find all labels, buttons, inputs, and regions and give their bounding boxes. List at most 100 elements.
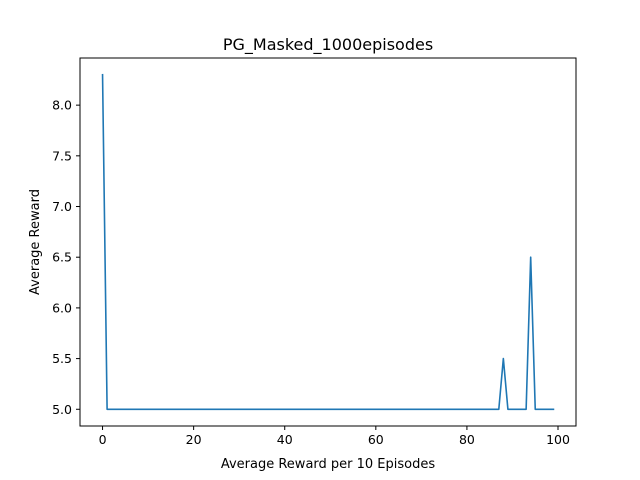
data-point	[430, 408, 432, 410]
data-point	[202, 408, 204, 410]
data-point	[320, 408, 322, 410]
data-point	[243, 408, 245, 410]
x-tick-label: 20	[186, 432, 202, 447]
data-point	[311, 408, 313, 410]
data-point	[498, 408, 500, 410]
data-point	[307, 408, 309, 410]
data-point	[366, 408, 368, 410]
y-tick-label: 6.0	[52, 300, 72, 315]
data-point	[380, 408, 382, 410]
data-point	[357, 408, 359, 410]
data-point	[421, 408, 423, 410]
data-point	[134, 408, 136, 410]
data-point	[484, 408, 486, 410]
data-point	[188, 408, 190, 410]
x-tick-label: 80	[459, 432, 475, 447]
x-axis-label: Average Reward per 10 Episodes	[221, 457, 436, 472]
data-point	[553, 408, 555, 410]
data-point	[539, 408, 541, 410]
data-point	[425, 408, 427, 410]
data-point	[152, 408, 154, 410]
data-point	[275, 408, 277, 410]
data-point	[261, 408, 263, 410]
data-point	[457, 408, 459, 410]
data-point	[125, 408, 127, 410]
data-point	[534, 408, 536, 410]
data-point	[225, 408, 227, 410]
data-point	[138, 408, 140, 410]
data-point	[443, 408, 445, 410]
y-axis-label: Average Reward	[28, 189, 43, 295]
data-point	[471, 408, 473, 410]
data-point	[279, 408, 281, 410]
data-point	[507, 408, 509, 410]
data-point	[284, 408, 286, 410]
data-point	[166, 408, 168, 410]
data-point	[147, 408, 149, 410]
data-point	[316, 408, 318, 410]
data-point	[334, 408, 336, 410]
data-point	[361, 408, 363, 410]
data-point	[115, 408, 117, 410]
data-point	[393, 408, 395, 410]
data-point	[416, 408, 418, 410]
data-point	[493, 408, 495, 410]
data-point	[339, 408, 341, 410]
data-point	[512, 408, 514, 410]
x-tick-label: 0	[99, 432, 107, 447]
data-point	[462, 408, 464, 410]
data-point	[525, 408, 527, 410]
data-point	[175, 408, 177, 410]
data-point	[170, 408, 172, 410]
data-point	[325, 408, 327, 410]
data-point	[207, 408, 209, 410]
data-point	[193, 408, 195, 410]
data-point	[238, 408, 240, 410]
data-point	[298, 408, 300, 410]
data-point	[197, 408, 199, 410]
y-tick-label: 7.0	[52, 199, 72, 214]
data-point	[143, 408, 145, 410]
data-point	[247, 408, 249, 410]
data-point	[439, 408, 441, 410]
data-point	[111, 408, 113, 410]
y-tick-label: 5.5	[52, 351, 72, 366]
data-point	[434, 408, 436, 410]
data-point	[211, 408, 213, 410]
data-point	[257, 408, 259, 410]
data-point	[448, 408, 450, 410]
data-point	[343, 408, 345, 410]
x-tick-label: 40	[277, 432, 293, 447]
data-point	[270, 408, 272, 410]
data-point	[480, 408, 482, 410]
y-tick-label: 7.5	[52, 148, 72, 163]
data-point	[252, 408, 254, 410]
data-point	[179, 408, 181, 410]
ticks-layer: 0 20 40 60 80 100 5.0 5.5 6.0 6.5 7.0 7.5 8.0	[52, 98, 570, 447]
data-point	[375, 408, 377, 410]
data-point	[370, 408, 372, 410]
x-tick-label: 60	[368, 432, 384, 447]
data-point	[302, 408, 304, 410]
data-point	[234, 408, 236, 410]
data-point	[184, 408, 186, 410]
data-point	[161, 408, 163, 410]
data-point	[120, 408, 122, 410]
data-point	[384, 408, 386, 410]
data-point	[352, 408, 354, 410]
data-point	[516, 408, 518, 410]
data-point	[503, 358, 505, 360]
data-point	[530, 256, 532, 258]
data-point	[229, 408, 231, 410]
data-point	[106, 408, 108, 410]
y-tick-label: 8.0	[52, 98, 72, 113]
series-line	[101, 73, 555, 411]
data-point	[216, 408, 218, 410]
data-point	[329, 408, 331, 410]
data-point	[398, 408, 400, 410]
data-point	[402, 408, 404, 410]
data-point	[293, 408, 295, 410]
x-tick-label: 100	[546, 432, 570, 447]
